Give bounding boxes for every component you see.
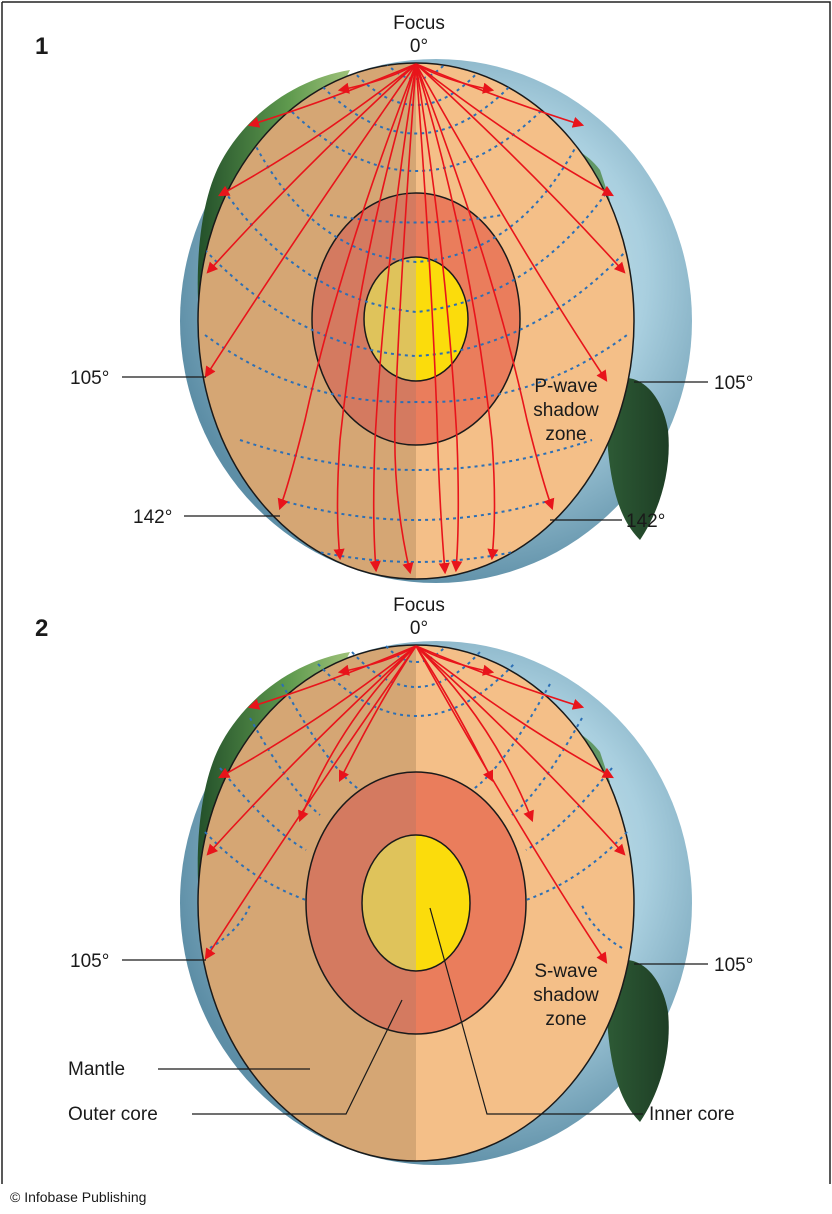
outer-core [305, 771, 527, 1035]
frame-border [2, 1, 831, 1184]
inner-core-right [416, 835, 470, 971]
outer-core-label: Outer core [68, 1104, 158, 1125]
outer-core [311, 192, 521, 446]
shadow-zone-line-1: S-wave [534, 961, 597, 982]
focus-label: Focus [393, 595, 445, 616]
inner-core-right [416, 257, 468, 381]
panel-number: 2 [35, 615, 48, 642]
inner-core [361, 834, 471, 972]
angle-105-right: 105° [714, 373, 753, 394]
p-wave-rays [204, 63, 626, 575]
shadow-zone-line-2: shadow [533, 985, 599, 1006]
angle-142-left: 142° [133, 507, 172, 528]
inner-core-left [364, 257, 416, 381]
inner-core-left [362, 835, 416, 971]
shadow-zone-line-3: zone [545, 424, 586, 445]
focus-label: Focus [393, 13, 445, 34]
focus-angle: 0° [410, 618, 428, 639]
shadow-zone-line-3: zone [545, 1009, 586, 1030]
shadow-zone-line-2: shadow [533, 400, 599, 421]
continent-right [606, 959, 669, 1122]
angle-105-left: 105° [70, 951, 109, 972]
outer-core-right [416, 772, 526, 1034]
shadow-zone-line-1: P-wave [534, 376, 597, 397]
s-wave-rays [204, 645, 626, 964]
angle-105-right: 105° [714, 955, 753, 976]
panel-2: 2 [35, 595, 753, 1165]
mantle-label: Mantle [68, 1059, 125, 1080]
continent-right [606, 377, 669, 540]
panel-number: 1 [35, 33, 48, 60]
focus-angle: 0° [410, 36, 428, 57]
inner-core-label: Inner core [649, 1104, 735, 1125]
angle-142-right: 142° [626, 511, 665, 532]
angle-105-left: 105° [70, 368, 109, 389]
panel-1: 1 [35, 13, 753, 583]
inner-core [363, 256, 469, 382]
outer-core-left [306, 772, 416, 1034]
credit-text: © Infobase Publishing [10, 1189, 146, 1205]
